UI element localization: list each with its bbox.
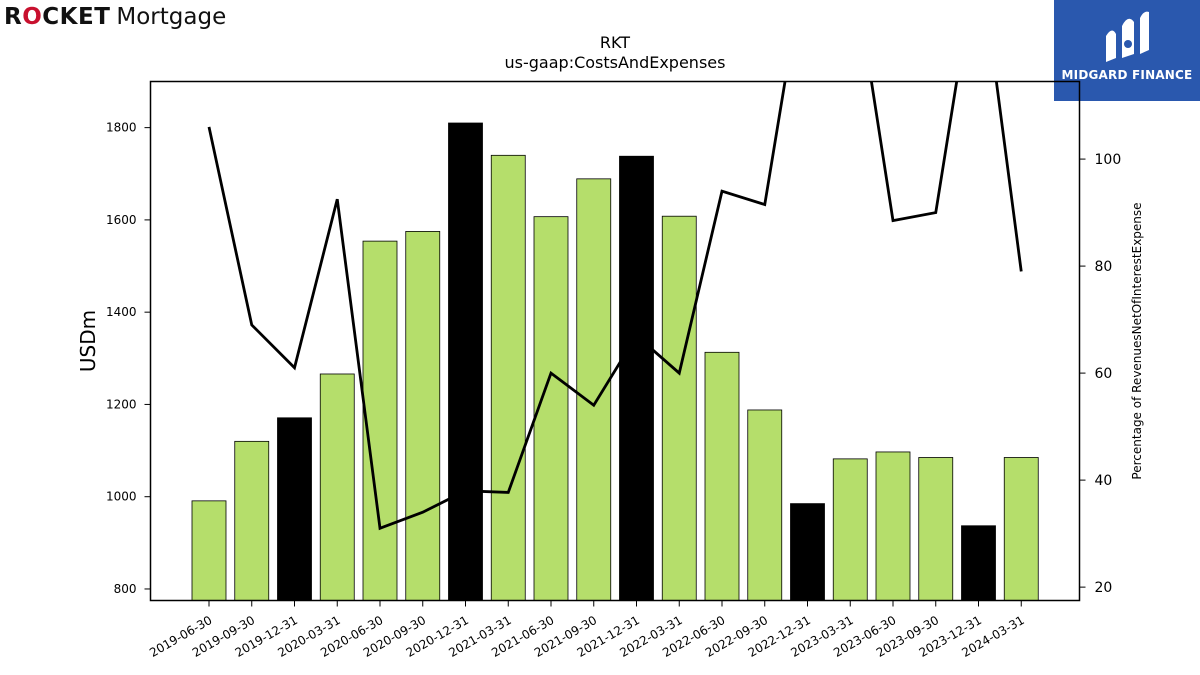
bars-group	[191, 122, 1039, 601]
bar-2022-09-30	[747, 409, 783, 601]
left-axis-ticks: 800 1000 1200 1400 1600 1800	[106, 121, 151, 596]
right-axis-ticks: 20 40 60 80 100	[1079, 152, 1122, 596]
bar-2019-06-30	[191, 500, 227, 601]
x-axis-ticks: 2019-06-302019-09-302019-12-312020-03-31…	[147, 600, 1027, 660]
y-tick-label: 1600	[106, 213, 137, 227]
chart-subtitle: us-gaap:CostsAndExpenses	[505, 53, 726, 72]
bar-2023-06-30	[875, 451, 911, 601]
midgard-emblem-icon	[1106, 11, 1149, 62]
bar-2020-03-31	[319, 373, 355, 601]
bar-2024-03-31	[1003, 457, 1039, 601]
bar-2019-09-30	[234, 440, 270, 601]
line-group	[207, 81, 1023, 531]
y2-tick-label: 100	[1095, 152, 1122, 168]
bar-2023-12-31	[961, 525, 996, 601]
y2-tick-label: 80	[1095, 259, 1113, 275]
bar-2019-12-31	[277, 417, 312, 601]
logo-rocket-word: ROCKET	[4, 4, 110, 30]
bar-2021-12-31	[619, 155, 654, 601]
y2-axis-label: Percentage of RevenuesNetOfInterestExpen…	[1130, 202, 1144, 479]
bar-2021-03-31	[490, 154, 526, 601]
bar-2022-12-31	[790, 503, 825, 601]
y2-tick-label: 60	[1095, 366, 1113, 382]
logo-letters-cket: CKET	[42, 4, 111, 30]
rocket-mortgage-logo: ROCKET Mortgage	[4, 2, 226, 32]
bar-2022-06-30	[704, 351, 740, 601]
bar-2023-03-31	[832, 458, 868, 601]
y-tick-label: 1400	[106, 305, 137, 319]
logo-mortgage-word: Mortgage	[116, 4, 227, 30]
plot-frame	[149, 80, 1081, 602]
y-tick-label: 1000	[106, 490, 137, 504]
bar-2023-09-30	[918, 457, 954, 601]
logo-letter-o: O	[22, 4, 43, 30]
y-axis-label: USDm	[76, 310, 100, 372]
y2-tick-label: 20	[1095, 580, 1113, 596]
logo-letter-r: R	[4, 4, 23, 30]
y-tick-label: 1800	[106, 121, 137, 135]
y-tick-label: 1200	[106, 397, 137, 411]
y-tick-label: 800	[114, 582, 137, 596]
percentage-line	[207, 81, 1023, 531]
bar-2020-09-30	[405, 231, 441, 601]
y2-tick-label: 40	[1095, 473, 1113, 489]
bar-2020-12-31	[448, 122, 483, 601]
midgard-finance-logo: MIDGARD FINANCE	[1054, 0, 1200, 101]
bar-2021-09-30	[576, 178, 612, 601]
chart-title: RKT	[600, 33, 630, 52]
bar-2020-06-30	[362, 240, 398, 601]
midgard-finance-text: MIDGARD FINANCE	[1061, 68, 1193, 82]
bar-2022-03-31	[661, 215, 697, 601]
